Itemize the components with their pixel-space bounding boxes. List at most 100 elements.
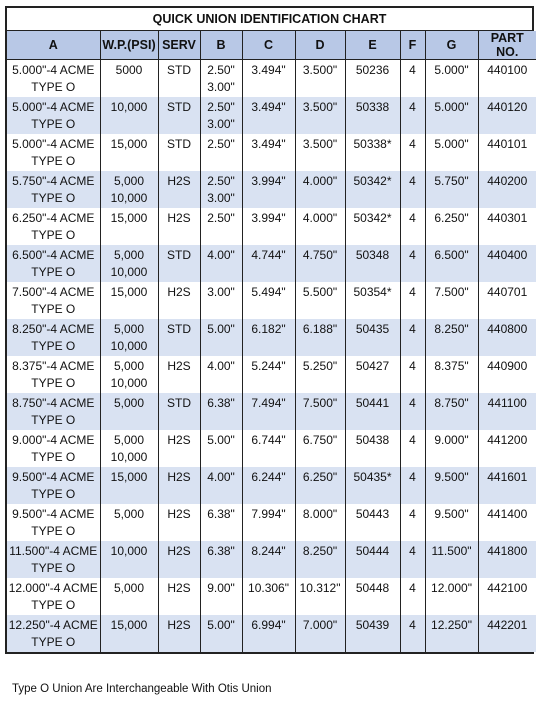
cell-serv-text: H2S bbox=[167, 507, 191, 521]
cell-g: 9.500" bbox=[424, 467, 479, 504]
table-row: 5.750"-4 ACME TYPE O 5,000 10,000 H2S 2.50"… bbox=[7, 171, 536, 208]
cell-part-no-text: 442201 bbox=[487, 618, 528, 632]
cell-g-text: 5.000" bbox=[434, 63, 469, 77]
cell-wp: 5,000 10,000 bbox=[99, 430, 159, 467]
cell-wp: 5,000 10,000 bbox=[99, 245, 159, 282]
cell-b: 2.50" bbox=[199, 134, 243, 171]
cell-f-text: 4 bbox=[409, 285, 416, 299]
cell-serv: H2S bbox=[157, 541, 201, 578]
cell-f-text: 4 bbox=[409, 174, 416, 188]
cell-part-no-text: 440400 bbox=[487, 248, 528, 262]
cell-d-text: 3.500" bbox=[302, 63, 338, 77]
table-row: 8.250"-4 ACME TYPE O 5,000 10,000 STD 5.00"… bbox=[7, 319, 536, 356]
cell-e-text: 50443 bbox=[355, 507, 390, 521]
cell-d: 6.750" bbox=[294, 430, 346, 467]
cell-g: 5.000" bbox=[424, 97, 479, 134]
cell-f: 4 bbox=[399, 578, 426, 615]
cell-a: 8.250"-4 ACME TYPE O bbox=[7, 319, 101, 356]
cell-part-no-text: 440120 bbox=[487, 100, 528, 114]
cell-wp-text: 5,000 10,000 bbox=[110, 248, 148, 279]
cell-g: 12.000" bbox=[424, 578, 479, 615]
table-row: 6.500"-4 ACME TYPE O 5,000 10,000 STD 4.00"… bbox=[7, 245, 536, 282]
cell-g: 8.375" bbox=[424, 356, 479, 393]
cell-a-text: 9.000"-4 ACME TYPE O bbox=[12, 433, 95, 464]
cell-part-no-text: 441100 bbox=[487, 396, 527, 410]
cell-wp-text: 10,000 bbox=[110, 544, 148, 558]
col-header-g: G bbox=[424, 31, 479, 60]
cell-g-text: 11.500" bbox=[431, 544, 472, 558]
cell-serv: H2S bbox=[157, 578, 201, 615]
cell-serv-text: H2S bbox=[167, 433, 191, 447]
cell-c-text: 3.994" bbox=[251, 211, 286, 225]
cell-b: 2.50" 3.00" bbox=[199, 171, 243, 208]
cell-d-text: 4.750" bbox=[302, 248, 338, 262]
cell-g-text: 12.000" bbox=[431, 581, 472, 595]
cell-part-no-text: 441400 bbox=[487, 507, 528, 521]
cell-b: 5.00" bbox=[199, 319, 243, 356]
cell-d-text: 5.500" bbox=[302, 285, 338, 299]
cell-d-text: 6.188" bbox=[302, 322, 338, 336]
cell-f-text: 4 bbox=[409, 618, 416, 632]
cell-serv-text: H2S bbox=[167, 618, 191, 632]
cell-b: 2.50" 3.00" bbox=[199, 59, 243, 97]
cell-d-text: 10.312" bbox=[299, 581, 341, 595]
cell-serv: STD bbox=[157, 245, 201, 282]
cell-f: 4 bbox=[399, 97, 426, 134]
cell-serv: H2S bbox=[157, 171, 201, 208]
cell-f-text: 4 bbox=[409, 470, 416, 484]
cell-wp-text: 15,000 bbox=[110, 285, 148, 299]
cell-part-no: 441200 bbox=[477, 430, 536, 467]
cell-b-text: 2.50" 3.00" bbox=[207, 100, 235, 131]
cell-c: 6.244" bbox=[241, 467, 296, 504]
cell-a-text: 8.375"-4 ACME TYPE O bbox=[12, 359, 95, 390]
cell-g-text: 12.250" bbox=[431, 618, 472, 632]
cell-b: 6.38" bbox=[199, 504, 243, 541]
cell-wp-text: 5,000 10,000 bbox=[110, 174, 148, 205]
cell-e-text: 50441 bbox=[355, 396, 390, 410]
cell-serv-text: STD bbox=[167, 100, 191, 114]
cell-c: 8.244" bbox=[241, 541, 296, 578]
cell-part-no-text: 441800 bbox=[487, 544, 528, 558]
cell-c: 3.994" bbox=[241, 208, 296, 245]
cell-b-text: 2.50" 3.00" bbox=[207, 174, 235, 205]
col-header-f: F bbox=[399, 31, 426, 60]
cell-c: 3.994" bbox=[241, 171, 296, 208]
cell-wp: 10,000 bbox=[99, 541, 159, 578]
cell-a: 5.750"-4 ACME TYPE O bbox=[7, 171, 101, 208]
cell-part-no-text: 442100 bbox=[487, 581, 528, 595]
cell-d-text: 6.750" bbox=[302, 433, 338, 447]
col-header-wp: W.P.(PSI) bbox=[99, 31, 159, 60]
cell-b-text: 4.00" bbox=[207, 470, 235, 484]
cell-e: 50444 bbox=[344, 541, 401, 578]
cell-f-text: 4 bbox=[409, 211, 416, 225]
cell-d: 7.000" bbox=[294, 615, 346, 652]
cell-c: 7.994" bbox=[241, 504, 296, 541]
cell-c-text: 4.744" bbox=[251, 248, 286, 262]
cell-a-text: 6.500"-4 ACME TYPE O bbox=[12, 248, 95, 279]
cell-c: 4.744" bbox=[241, 245, 296, 282]
cell-wp: 5,000 bbox=[99, 393, 159, 430]
cell-wp-text: 15,000 bbox=[110, 211, 148, 225]
cell-wp: 5,000 10,000 bbox=[99, 319, 159, 356]
table-row: 9.500"-4 ACME TYPE O 5,000 H2S 6.38" 7.994" 8… bbox=[7, 504, 536, 541]
cell-b: 2.50" bbox=[199, 208, 243, 245]
cell-serv-text: STD bbox=[167, 322, 191, 336]
cell-g: 8.250" bbox=[424, 319, 479, 356]
cell-g: 9.500" bbox=[424, 504, 479, 541]
cell-d-text: 7.000" bbox=[302, 618, 338, 632]
cell-g-text: 7.500" bbox=[434, 285, 469, 299]
col-header-c: C bbox=[241, 31, 296, 60]
cell-part-no: 440101 bbox=[477, 134, 536, 171]
cell-f: 4 bbox=[399, 59, 426, 97]
cell-d: 8.000" bbox=[294, 504, 346, 541]
cell-b-text: 9.00" bbox=[207, 581, 235, 595]
cell-a-text: 11.500"-4 ACME TYPE O bbox=[9, 544, 98, 575]
cell-c: 6.182" bbox=[241, 319, 296, 356]
cell-serv: STD bbox=[157, 319, 201, 356]
cell-g-text: 6.500" bbox=[434, 248, 469, 262]
cell-part-no-text: 440800 bbox=[487, 322, 528, 336]
cell-a: 9.000"-4 ACME TYPE O bbox=[7, 430, 101, 467]
cell-a-text: 5.000"-4 ACME TYPE O bbox=[12, 137, 95, 168]
cell-f: 4 bbox=[399, 356, 426, 393]
cell-e: 50342* bbox=[344, 171, 401, 208]
